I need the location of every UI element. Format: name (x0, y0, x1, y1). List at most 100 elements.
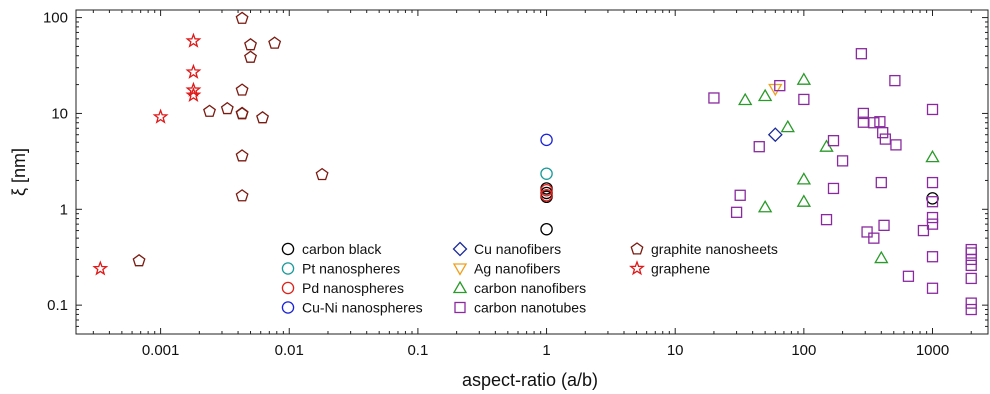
data-point (767, 127, 783, 143)
legend-marker (629, 260, 645, 276)
data-point (244, 50, 257, 63)
legend-item-pd-nanospheres: Pd nanospheres (281, 280, 404, 296)
data-point (965, 253, 977, 266)
data-point (268, 36, 282, 49)
data-point (235, 11, 249, 24)
data-point (235, 149, 249, 162)
data-point (152, 108, 169, 124)
legend-label: Cu-Ni nanospheres (302, 300, 423, 316)
series-cu-nanofibers (767, 127, 783, 143)
axes: 0.001 0.01 0.1 1 10 100 1000 0.1 1 10 100 (43, 9, 989, 359)
data-point (730, 206, 743, 218)
data-point (92, 260, 109, 276)
data-point (540, 184, 553, 197)
data-point (890, 139, 902, 151)
data-point (857, 107, 869, 120)
legend-marker (452, 263, 468, 276)
series-cu-ni-nanospheres (540, 133, 553, 147)
data-point (874, 116, 886, 128)
legend-item-graphite-nanosheets: graphite nanosheets (630, 241, 778, 257)
x-tick-label: 0.1 (407, 342, 428, 359)
legend-label: graphite nanosheets (651, 241, 778, 257)
legend-label: graphene (651, 261, 710, 277)
data-point (965, 272, 977, 285)
data-point (798, 93, 810, 106)
data-point (868, 232, 880, 244)
series-carbon-nanotubes (708, 48, 977, 316)
data-point (877, 127, 889, 139)
data-point (203, 104, 216, 117)
data-point (917, 224, 930, 237)
data-point (757, 88, 773, 102)
data-point (540, 133, 553, 147)
data-point (861, 226, 873, 238)
x-tick-label: 0.01 (275, 342, 304, 359)
legend-item-cu-nanofibers: Cu nanofibers (452, 241, 561, 257)
data-point (757, 199, 773, 213)
x-tick-label: 10 (667, 342, 684, 359)
data-point (235, 189, 249, 202)
data-point (868, 117, 880, 129)
data-point (185, 63, 202, 79)
y-tick-label: 100 (43, 10, 68, 27)
series-carbon-nanofibers (738, 72, 940, 264)
data-point (965, 297, 977, 309)
legend-item-carbon-nanotubes: carbon nanotubes (454, 300, 586, 316)
legend-marker (630, 242, 644, 255)
data-point (796, 172, 812, 185)
data-point (820, 213, 833, 226)
data-point (220, 101, 234, 115)
data-point (926, 282, 939, 294)
data-point (540, 189, 553, 202)
legend-label: Cu nanofibers (474, 241, 561, 257)
data-point (708, 92, 720, 104)
data-point (926, 218, 939, 230)
legend-item-cu-ni-nanospheres: Cu-Ni nanospheres (281, 300, 423, 316)
series-pt-nanospheres (540, 167, 553, 180)
data-point (926, 251, 939, 263)
data-point (925, 149, 940, 163)
y-tick-label: 0.1 (47, 297, 68, 314)
data-point (734, 189, 746, 201)
data-point (878, 219, 890, 231)
legend-marker (281, 242, 295, 256)
legend-item-carbon-black: carbon black (281, 241, 382, 257)
legend-label: carbon black (302, 241, 382, 257)
data-point (965, 303, 977, 316)
data-point (926, 196, 939, 208)
data-point (836, 155, 849, 167)
legend-marker (452, 241, 468, 257)
y-tick-label: 1 (60, 201, 68, 218)
data-point (926, 103, 939, 116)
data-point (315, 167, 329, 181)
legend-item-ag-nanofibers: Ag nanofibers (452, 261, 560, 277)
plot-frame (75, 9, 989, 335)
legend-item-graphene: graphene (629, 260, 710, 277)
plot-area (92, 11, 977, 316)
legend-marker (454, 301, 466, 314)
data-point (185, 81, 202, 97)
data-point (796, 194, 812, 207)
legend-label: Ag nanofibers (474, 261, 560, 277)
legend-item-pt-nanospheres: Pt nanospheres (281, 261, 400, 277)
legend-label: carbon nanofibers (474, 280, 586, 296)
x-tick-label: 100 (791, 342, 816, 359)
data-point (965, 247, 977, 259)
data-point (965, 243, 977, 256)
legend: carbon black Pt nanospheres Pd nanospheres… (281, 241, 778, 316)
legend-label: carbon nanotubes (474, 300, 586, 316)
legend-marker (452, 280, 468, 294)
data-point (132, 254, 146, 267)
data-point (965, 259, 977, 272)
data-point (827, 135, 840, 147)
series-graphite-nanosheets (132, 11, 329, 267)
x-tick-label: 1 (542, 342, 550, 359)
x-axis-title: aspect-ratio (a/b) (462, 370, 598, 390)
data-point (774, 79, 786, 92)
legend-marker (281, 281, 295, 295)
data-point (875, 176, 887, 189)
legend-label: Pt nanospheres (302, 261, 400, 277)
data-point (780, 119, 795, 133)
data-point (796, 72, 812, 85)
